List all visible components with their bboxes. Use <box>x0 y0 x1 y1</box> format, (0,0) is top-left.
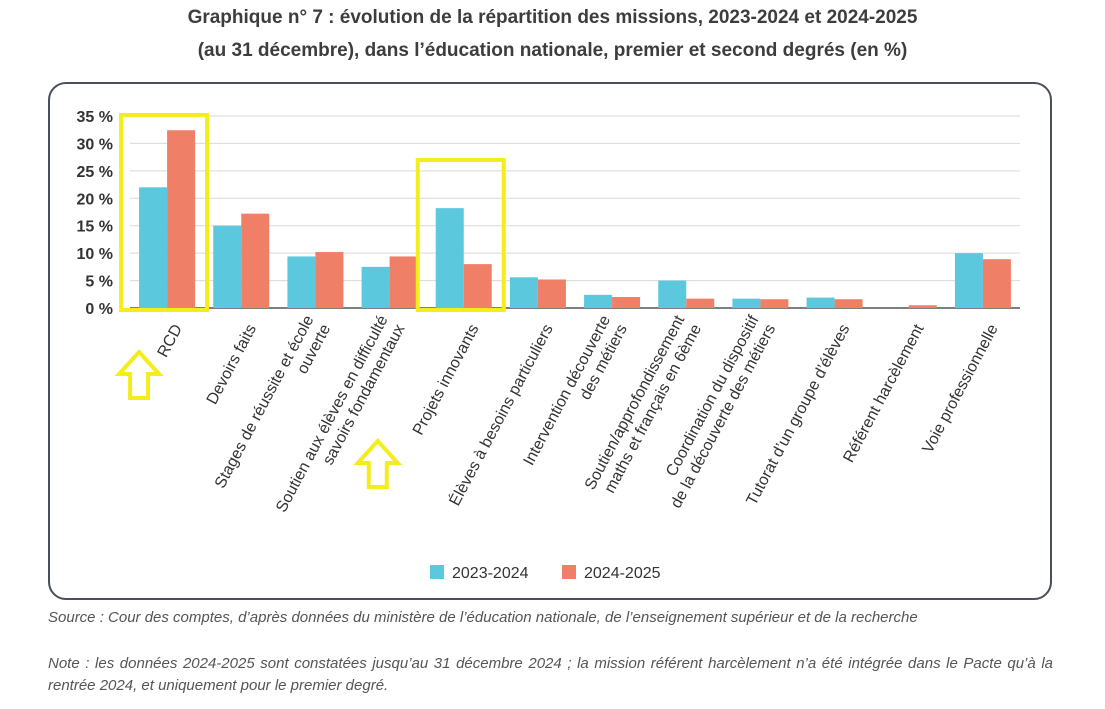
y-tick-label: 25 % <box>77 164 113 181</box>
bar-2024-2025 <box>241 213 270 308</box>
legend-swatch-2024-2025 <box>562 565 576 579</box>
bar-2024-2025 <box>537 279 566 308</box>
arrow-up-icon <box>114 349 164 400</box>
x-tick-label: Devoirs faits <box>204 322 260 408</box>
chart-title-line-1: Graphique n° 7 : évolution de la réparti… <box>187 7 918 28</box>
y-tick-label: 30 % <box>77 136 113 153</box>
legend-swatch-2023-2024 <box>430 565 444 579</box>
y-tick-label: 0 % <box>85 301 113 318</box>
x-tick-label: Référent harcèlement <box>840 321 928 465</box>
y-tick-label: 20 % <box>77 191 113 208</box>
bar-2024-2025 <box>686 298 715 308</box>
bar-chart: 0 % 5 % 10 % 15 % 20 % 25 % 30 % 35 % RCD Devoirs… <box>77 109 1020 582</box>
x-tick-label-group: Voie professionnelle <box>919 322 1001 457</box>
x-tick-label: RCD <box>155 322 186 361</box>
legend-label: 2024-2025 <box>584 565 661 582</box>
bar-2024-2025 <box>463 264 492 308</box>
bar-2023-2024 <box>361 266 390 308</box>
bar-2024-2025 <box>908 305 937 308</box>
chart-title-line-2: (au 31 décembre), dans l’éducation natio… <box>197 40 908 61</box>
arrow-up-icon <box>353 438 403 489</box>
y-tick-label: 35 % <box>77 109 113 126</box>
bar-2024-2025 <box>167 130 196 308</box>
x-tick-label-group: Devoirs faits <box>204 322 260 408</box>
bar-2024-2025 <box>760 299 789 308</box>
x-tick-label-group: Référent harcèlement <box>840 321 928 465</box>
footnote: Note : les données 2024-2025 sont consta… <box>48 655 1053 694</box>
y-tick-label: 10 % <box>77 246 113 263</box>
bar-2023-2024 <box>139 187 168 308</box>
chart-frame <box>48 82 1052 600</box>
x-tick-label: Voie professionnelle <box>919 322 1001 457</box>
bar-2023-2024 <box>509 277 538 308</box>
bar-2023-2024 <box>287 256 316 308</box>
x-tick-label-group: Projets innovants <box>410 322 483 438</box>
highlight-box <box>415 158 506 312</box>
bar-2023-2024 <box>806 297 835 308</box>
y-tick-label: 5 % <box>85 274 113 291</box>
bar-2023-2024 <box>658 280 687 308</box>
bar-2024-2025 <box>315 252 344 308</box>
x-tick-label-group: RCD <box>155 322 186 361</box>
y-tick-label: 15 % <box>77 219 113 236</box>
highlight-box <box>119 113 210 312</box>
bar-2024-2025 <box>389 256 418 308</box>
bar-2023-2024 <box>954 253 983 308</box>
bar-2023-2024 <box>732 298 761 308</box>
bar-2024-2025 <box>982 259 1011 308</box>
source-note: Source : Cour des comptes, d’après donné… <box>48 609 918 626</box>
x-tick-label: Projets innovants <box>410 322 483 438</box>
bar-2023-2024 <box>435 208 464 308</box>
legend-label: 2023-2024 <box>452 565 529 582</box>
bar-2023-2024 <box>213 225 242 308</box>
bar-2024-2025 <box>612 297 641 308</box>
bar-2024-2025 <box>834 299 863 308</box>
bar-2023-2024 <box>584 294 613 308</box>
